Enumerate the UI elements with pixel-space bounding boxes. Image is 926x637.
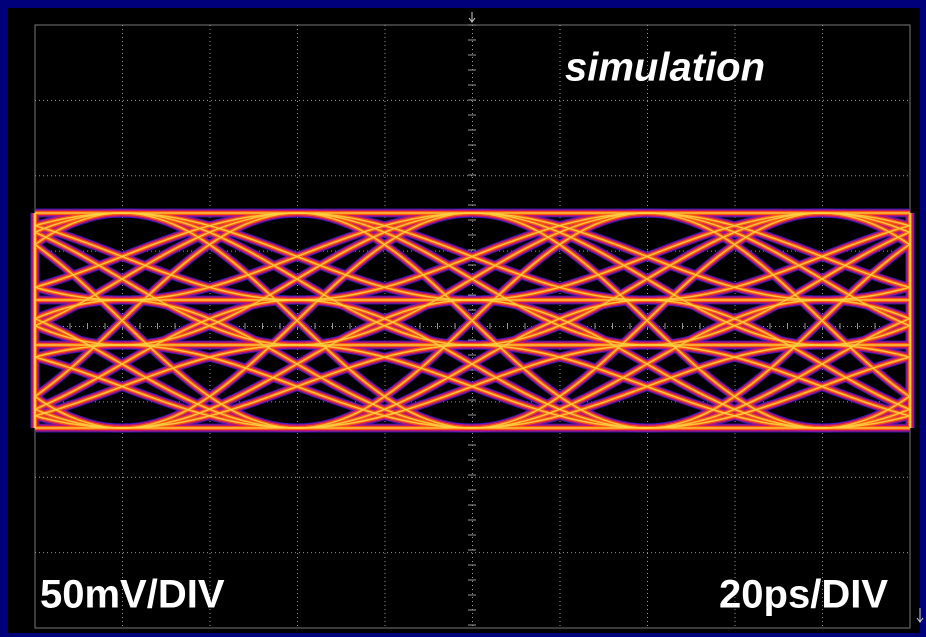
oscilloscope-screen: simulation 50mV/DIV 20ps/DIV (0, 0, 926, 637)
vertical-scale: 50mV/DIV (40, 573, 225, 617)
horizontal-scale: 20ps/DIV (719, 573, 888, 617)
mode-label: simulation (565, 46, 765, 90)
screen (8, 8, 920, 633)
